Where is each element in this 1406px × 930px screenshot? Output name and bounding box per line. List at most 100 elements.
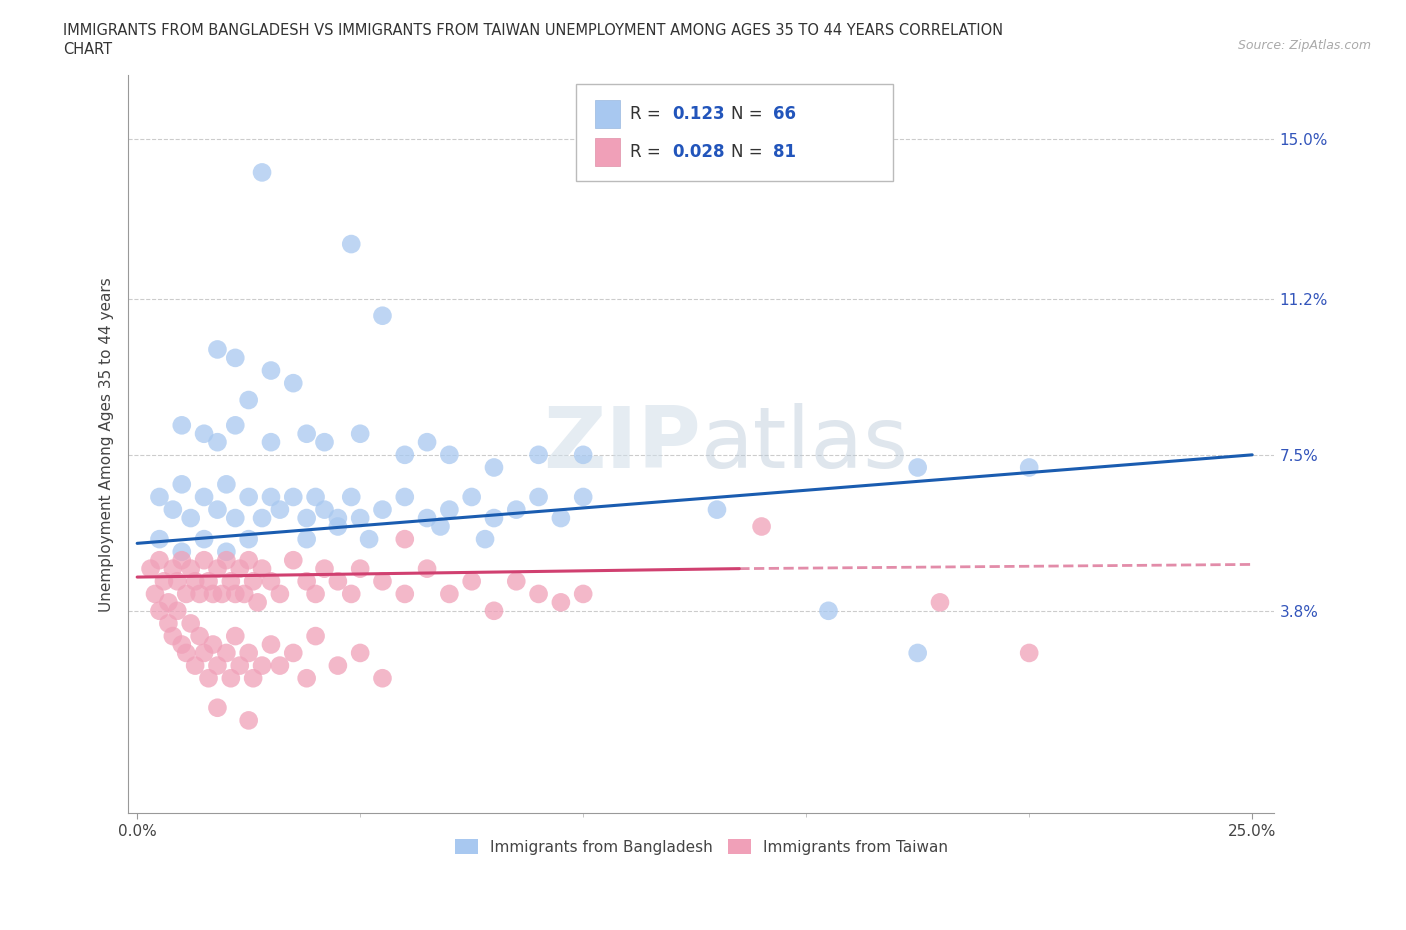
Point bbox=[193, 489, 215, 504]
Point bbox=[1018, 460, 1040, 475]
Point bbox=[148, 604, 170, 618]
Point bbox=[416, 434, 439, 449]
Point bbox=[242, 671, 264, 685]
Point bbox=[193, 552, 215, 567]
Point bbox=[201, 637, 224, 652]
Point bbox=[238, 713, 260, 728]
Point bbox=[817, 604, 839, 618]
Point bbox=[174, 587, 197, 602]
Point bbox=[238, 645, 260, 660]
Point bbox=[314, 502, 336, 517]
Point bbox=[283, 552, 305, 567]
Point bbox=[349, 561, 371, 576]
Point bbox=[193, 645, 215, 660]
Point bbox=[162, 502, 184, 517]
Point bbox=[157, 616, 180, 631]
Point bbox=[170, 477, 193, 492]
Point bbox=[550, 511, 572, 525]
Point bbox=[170, 552, 193, 567]
Point bbox=[207, 434, 229, 449]
Point bbox=[238, 552, 260, 567]
Point bbox=[429, 519, 451, 534]
Point bbox=[193, 426, 215, 441]
Point bbox=[250, 165, 273, 179]
Point bbox=[162, 561, 184, 576]
Point bbox=[283, 376, 305, 391]
Text: 0.123: 0.123 bbox=[672, 105, 724, 124]
Point bbox=[197, 671, 219, 685]
Point bbox=[224, 587, 246, 602]
Text: R =: R = bbox=[630, 142, 666, 161]
Point bbox=[224, 351, 246, 365]
Point bbox=[304, 629, 326, 644]
Point bbox=[143, 587, 166, 602]
Point bbox=[326, 511, 349, 525]
Point bbox=[416, 561, 439, 576]
Point bbox=[215, 645, 238, 660]
Point bbox=[349, 426, 371, 441]
Point bbox=[460, 574, 482, 589]
Point bbox=[907, 460, 929, 475]
Point bbox=[157, 595, 180, 610]
Point bbox=[326, 519, 349, 534]
Point bbox=[439, 502, 461, 517]
Point bbox=[340, 587, 363, 602]
Point bbox=[269, 658, 291, 673]
Point bbox=[505, 502, 527, 517]
Y-axis label: Unemployment Among Ages 35 to 44 years: Unemployment Among Ages 35 to 44 years bbox=[100, 277, 114, 612]
Point bbox=[349, 511, 371, 525]
Point bbox=[304, 587, 326, 602]
Point bbox=[283, 645, 305, 660]
Point bbox=[295, 511, 318, 525]
Point bbox=[371, 671, 394, 685]
Point bbox=[482, 460, 505, 475]
Point bbox=[394, 489, 416, 504]
Point bbox=[215, 544, 238, 559]
Point bbox=[207, 342, 229, 357]
Point bbox=[197, 574, 219, 589]
Point bbox=[260, 434, 283, 449]
Point bbox=[193, 532, 215, 547]
Point bbox=[148, 489, 170, 504]
Point bbox=[260, 489, 283, 504]
Text: N =: N = bbox=[731, 142, 768, 161]
Point bbox=[207, 700, 229, 715]
Point bbox=[246, 595, 269, 610]
Point bbox=[224, 511, 246, 525]
Point bbox=[527, 587, 550, 602]
Point bbox=[340, 236, 363, 251]
Point bbox=[394, 587, 416, 602]
Point bbox=[166, 604, 188, 618]
Point bbox=[180, 561, 202, 576]
Text: N =: N = bbox=[731, 105, 768, 124]
Point bbox=[572, 447, 595, 462]
Point bbox=[260, 574, 283, 589]
Text: R =: R = bbox=[630, 105, 666, 124]
Point bbox=[224, 418, 246, 432]
Point bbox=[359, 532, 381, 547]
Point bbox=[474, 532, 496, 547]
Point bbox=[371, 308, 394, 323]
Point bbox=[233, 587, 256, 602]
Point bbox=[269, 587, 291, 602]
Point bbox=[188, 587, 211, 602]
Point bbox=[170, 418, 193, 432]
Point bbox=[907, 645, 929, 660]
Point bbox=[250, 658, 273, 673]
Point bbox=[295, 426, 318, 441]
Point bbox=[170, 544, 193, 559]
Point bbox=[207, 502, 229, 517]
Point bbox=[527, 489, 550, 504]
Point bbox=[184, 658, 207, 673]
Point bbox=[505, 574, 527, 589]
Point bbox=[416, 511, 439, 525]
Text: Source: ZipAtlas.com: Source: ZipAtlas.com bbox=[1237, 39, 1371, 52]
Point bbox=[460, 489, 482, 504]
Point bbox=[238, 532, 260, 547]
Point bbox=[260, 363, 283, 378]
Point bbox=[139, 561, 162, 576]
Point bbox=[751, 519, 773, 534]
Point bbox=[170, 637, 193, 652]
Point bbox=[250, 561, 273, 576]
Point bbox=[269, 502, 291, 517]
